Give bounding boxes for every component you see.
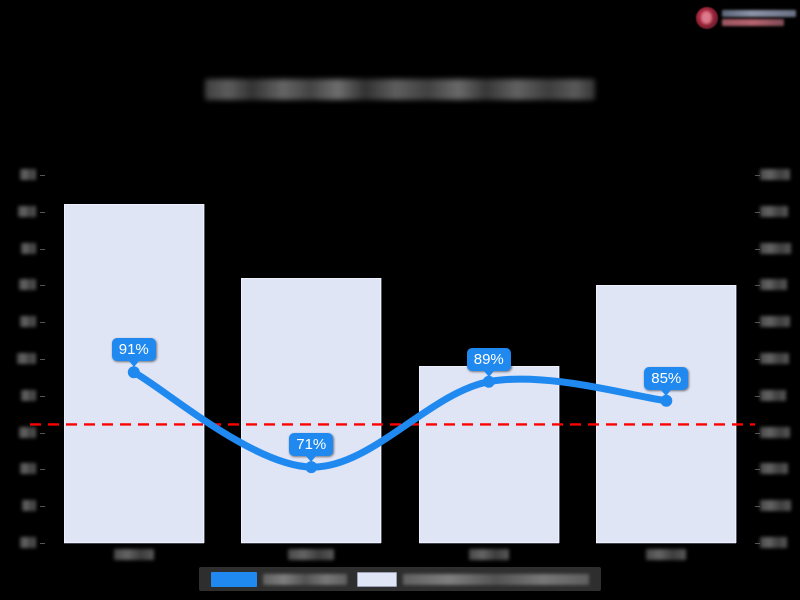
x-axis-label-3 (468, 549, 509, 560)
ylabels-left-item-1 (20, 169, 36, 180)
ylabels-left-item-4 (19, 279, 36, 291)
x-axis-label-4 (646, 549, 687, 560)
line-series-overlay (30, 366, 755, 474)
right-axis-tick-3 (755, 248, 760, 250)
ylabels-right-item-3 (760, 242, 791, 254)
x-axis-label-2 (288, 549, 335, 560)
ylabels-left-item-8 (19, 426, 36, 438)
trend-line (130, 368, 670, 471)
logo-wordmark-line-1 (722, 10, 796, 17)
data-label-4: 85% (644, 366, 689, 396)
legend-swatch-bar (357, 571, 397, 587)
x-axis-label-1 (113, 549, 154, 560)
data-label-text-4: 85% (644, 366, 689, 390)
right-axis-tick-1 (755, 175, 760, 176)
brand-logo (696, 4, 796, 32)
right-axis-tick-5 (755, 322, 760, 324)
data-label-1: 91% (111, 338, 156, 368)
ylabels-right-item-7 (760, 389, 786, 401)
x-axis-labels (45, 549, 755, 563)
ylabels-left-item-6 (17, 353, 36, 364)
data-point-3 (482, 375, 495, 388)
logo-wordmark (722, 10, 796, 26)
legend-item-line[interactable] (211, 571, 347, 587)
ylabels-left-item-10 (22, 500, 36, 512)
ylabels-left-item-3 (21, 242, 36, 254)
ylabels-left-item-7 (21, 389, 36, 401)
left-axis-tick-9 (40, 469, 45, 471)
data-label-tail-4 (661, 389, 672, 396)
data-point-4 (660, 394, 673, 407)
right-axis-tick-10 (755, 506, 760, 508)
data-label-text-3: 89% (466, 347, 511, 371)
ylabels-left-item-5 (20, 316, 36, 328)
left-axis-tick-11 (40, 543, 45, 544)
right-axis-tick-2 (755, 211, 760, 213)
data-label-tail-3 (483, 370, 494, 377)
legend-swatch-line (211, 571, 257, 587)
ylabels-right-item-2 (760, 205, 788, 217)
data-label-tail-1 (128, 361, 139, 368)
left-axis-tick-8 (40, 432, 45, 434)
bar-2 (241, 278, 382, 543)
legend-label-bar (403, 573, 589, 585)
logo-wordmark-line-2 (722, 19, 785, 26)
ylabels-right-item-5 (760, 316, 790, 328)
ylabels-left-item-11 (20, 537, 36, 548)
data-label-text-1: 91% (111, 338, 156, 362)
plot-area: 91% 71% 89% 85% (30, 175, 760, 560)
ylabels-right-item-4 (760, 279, 787, 291)
chart-legend (199, 567, 601, 591)
legend-item-bar[interactable] (357, 571, 589, 587)
ylabels-left-item-2 (18, 205, 36, 217)
bar-3 (418, 366, 559, 543)
ylabels-right-item-1 (760, 169, 790, 180)
data-label-3: 89% (466, 347, 511, 377)
ylabels-left-item-9 (20, 463, 36, 475)
data-label-text-2: 71% (289, 433, 334, 457)
ylabels-right-item-8 (760, 426, 790, 438)
chart-title-redacted-text (205, 78, 595, 100)
chart-title (0, 74, 800, 104)
ylabels-right-item-11 (760, 537, 787, 548)
left-axis-tick-10 (40, 506, 45, 508)
data-label-2: 71% (289, 433, 334, 463)
right-axis-tick-6 (755, 359, 760, 360)
left-axis-tick-3 (40, 248, 45, 250)
ylabels-right-item-9 (760, 463, 788, 475)
left-axis-tick-2 (40, 211, 45, 213)
data-label-tail-2 (306, 456, 317, 463)
right-axis-tick-8 (755, 432, 760, 434)
logo-mark-icon (696, 7, 718, 29)
data-point-markers (127, 366, 673, 474)
data-point-2 (305, 461, 318, 474)
right-axis-tick-11 (755, 543, 760, 544)
left-axis-tick-4 (40, 285, 45, 287)
left-axis-tick-6 (40, 359, 45, 360)
right-axis-tick-7 (755, 395, 760, 397)
right-axis-tick-9 (755, 469, 760, 471)
right-axis-tick-4 (755, 285, 760, 287)
data-point-1 (127, 366, 140, 379)
left-axis-tick-7 (40, 395, 45, 397)
left-axis-tick-1 (40, 175, 45, 176)
ylabels-right-item-6 (760, 353, 789, 364)
left-axis-tick-5 (40, 322, 45, 324)
bar-4 (596, 285, 737, 543)
ylabels-right-item-10 (760, 500, 791, 512)
legend-label-line (263, 573, 347, 585)
